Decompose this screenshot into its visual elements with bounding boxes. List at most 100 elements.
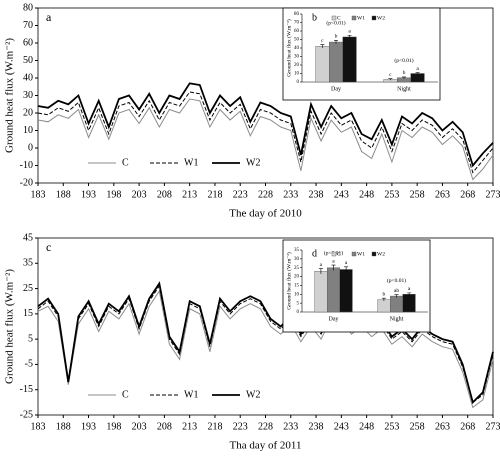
x-tick-label: 268	[460, 421, 475, 432]
legend-label: C	[122, 389, 129, 400]
legend-label: C	[337, 15, 341, 21]
y-tick-label: -5	[25, 359, 33, 370]
y-tick-label: 0	[28, 142, 33, 153]
panel-label: a	[46, 10, 52, 24]
x-tick-label: 218	[207, 421, 222, 432]
legend-swatch	[332, 16, 336, 20]
y-tick-label: -10	[20, 160, 33, 171]
x-tick-label: 198	[106, 421, 121, 432]
y-tick-label: 5	[28, 333, 33, 344]
legend-label: W2	[246, 157, 260, 168]
x-tick-label: 208	[157, 189, 172, 200]
legend-swatch	[372, 16, 376, 20]
x-tick-label: 258	[410, 189, 425, 200]
x-tick-label: 228	[258, 421, 273, 432]
legend-label: W1	[357, 251, 365, 257]
x-tick-label: 213	[182, 421, 197, 432]
y-tick-label: 35	[294, 248, 300, 253]
legend-label: C	[122, 157, 129, 168]
y-tick-label: 30	[23, 90, 33, 101]
y-tick-label: 15	[23, 308, 33, 319]
x-tick-label: 253	[384, 421, 399, 432]
x-tick-label: 238	[309, 189, 324, 200]
x-tick-label: 273	[486, 421, 500, 432]
x-tick-label: Day	[331, 86, 341, 92]
y-tick-label: 30	[294, 257, 300, 262]
x-tick-label: 218	[207, 189, 222, 200]
x-tick-label: 213	[182, 189, 197, 200]
legend-label: W1	[357, 15, 365, 21]
x-tick-label: 258	[410, 421, 425, 432]
significance-letter: b	[335, 34, 338, 40]
x-tick-label: 273	[486, 189, 500, 200]
y-tick-label: -15	[20, 384, 33, 395]
bar	[390, 296, 403, 312]
y-tick-label: 70	[23, 20, 33, 31]
x-tick-label: 188	[56, 421, 71, 432]
x-tick-label: 228	[258, 189, 273, 200]
legend-label: W2	[246, 389, 260, 400]
bar	[411, 74, 425, 83]
x-tick-label: 223	[233, 189, 248, 200]
y-axis-title: Ground heat flux (W.m⁻²)	[285, 19, 292, 77]
y-tick-label: 40	[23, 72, 33, 83]
y-axis-title: Ground heat flux (W.m⁻²)	[285, 252, 292, 310]
legend-label: W2	[377, 15, 385, 21]
y-tick-label: 45	[23, 232, 33, 243]
x-tick-label: 233	[283, 189, 298, 200]
x-tick-label: 223	[233, 421, 248, 432]
y-tick-label: 50	[294, 38, 300, 43]
significance-letter: b	[383, 291, 386, 297]
significance-letter: b	[403, 70, 406, 76]
x-tick-label: 198	[106, 189, 121, 200]
x-tick-label: 233	[283, 421, 298, 432]
y-tick-label: -20	[20, 177, 33, 188]
y-tick-label: 50	[23, 55, 33, 66]
y-tick-label: 80	[294, 12, 300, 17]
bar	[315, 271, 328, 312]
bar	[327, 268, 340, 312]
y-tick-label: 20	[23, 107, 33, 118]
y-tick-label: 60	[23, 37, 33, 48]
x-tick-label: Night	[397, 86, 411, 92]
y-tick-label: 40	[294, 46, 300, 51]
x-tick-label: 253	[384, 189, 399, 200]
y-axis-title: Ground heat flux (W.m⁻²)	[4, 38, 16, 153]
x-axis-title: The day of 2010	[229, 208, 302, 220]
bar	[316, 46, 330, 82]
legend-label: W2	[377, 251, 385, 257]
x-tick-label: 263	[435, 189, 450, 200]
x-tick-label: 248	[359, 189, 374, 200]
x-tick-label: 248	[359, 421, 374, 432]
x-tick-label: Night	[390, 316, 404, 322]
bar	[329, 42, 343, 82]
y-tick-label: -25	[20, 409, 33, 420]
annotation: (p<0.01)	[394, 57, 413, 64]
legend-swatch	[372, 252, 376, 256]
y-tick-label: 20	[294, 63, 300, 68]
panel-label: b	[312, 12, 317, 23]
panel-label: d	[312, 248, 317, 259]
y-tick-label: 10	[294, 292, 300, 297]
bar	[403, 294, 416, 312]
y-tick-label: 10	[294, 72, 300, 77]
x-tick-label: 238	[309, 421, 324, 432]
x-tick-label: 263	[435, 421, 450, 432]
annotation: (p<0.01)	[387, 277, 406, 284]
y-tick-label: 80	[23, 2, 33, 13]
y-tick-label: 60	[294, 29, 300, 34]
x-tick-label: 203	[132, 189, 147, 200]
x-tick-label: 243	[334, 421, 349, 432]
x-tick-label: 268	[460, 189, 475, 200]
y-tick-label: 25	[294, 266, 300, 271]
legend-swatch	[352, 252, 356, 256]
legend-label: W1	[184, 389, 198, 400]
x-tick-label: 193	[81, 421, 96, 432]
bar	[378, 300, 391, 312]
x-tick-label: 193	[81, 189, 96, 200]
legend-swatch	[332, 252, 336, 256]
x-axis-title: Tha day of 2011	[230, 440, 302, 452]
x-tick-label: 203	[132, 421, 147, 432]
legend-label: C	[337, 251, 341, 257]
x-tick-label: Day	[329, 316, 339, 322]
